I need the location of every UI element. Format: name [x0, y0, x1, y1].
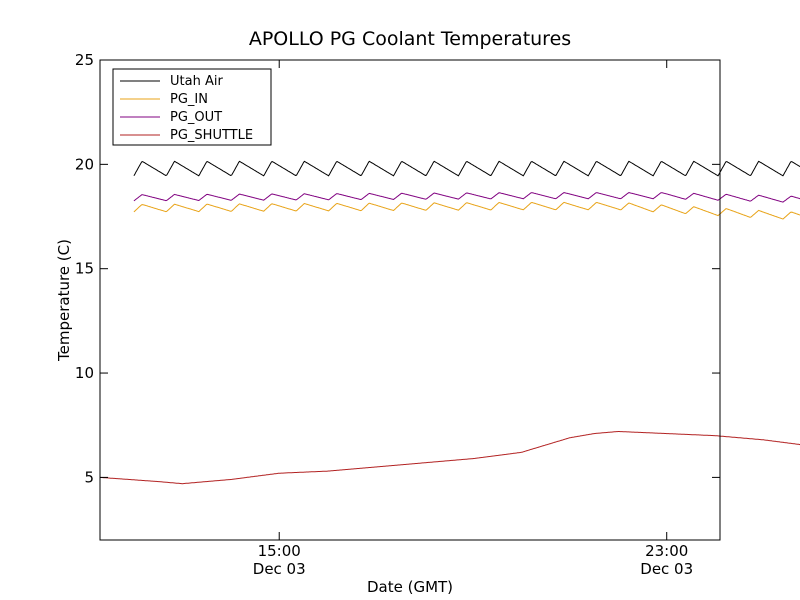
legend-label-pg-out: PG_OUT — [170, 110, 222, 125]
x-tick-label-0: 15:00 Dec 03 — [253, 542, 306, 578]
legend-label-utah-air: Utah Air — [170, 74, 223, 89]
legend-box — [112, 68, 272, 146]
y-tick-label-25: 25 — [75, 51, 94, 69]
chart-title: APOLLO PG Coolant Temperatures — [249, 28, 571, 50]
series-line-pg-out — [133, 192, 800, 203]
y-tick-label-10: 10 — [75, 364, 94, 382]
y-axis-label: Temperature (C) — [55, 239, 73, 362]
legend: Utah Air PG_IN PG_OUT PG_SHUTTLE — [112, 68, 272, 146]
legend-label-pg-in: PG_IN — [170, 92, 208, 107]
y-tick-label-5: 5 — [84, 468, 94, 486]
series-line-utah-air — [133, 160, 800, 177]
x-tick-label-1: 23:00 Dec 03 — [640, 542, 693, 578]
legend-label-pg-shuttle: PG_SHUTTLE — [170, 128, 253, 143]
y-tick-label-15: 15 — [75, 260, 94, 278]
series-line-pg-in — [133, 201, 800, 220]
plot-frame — [99, 59, 721, 541]
y-tick-label-20: 20 — [75, 155, 94, 173]
x-axis-label: Date (GMT) — [367, 578, 453, 596]
series-line-pg-shuttle — [99, 431, 800, 485]
series-lines — [99, 160, 800, 485]
